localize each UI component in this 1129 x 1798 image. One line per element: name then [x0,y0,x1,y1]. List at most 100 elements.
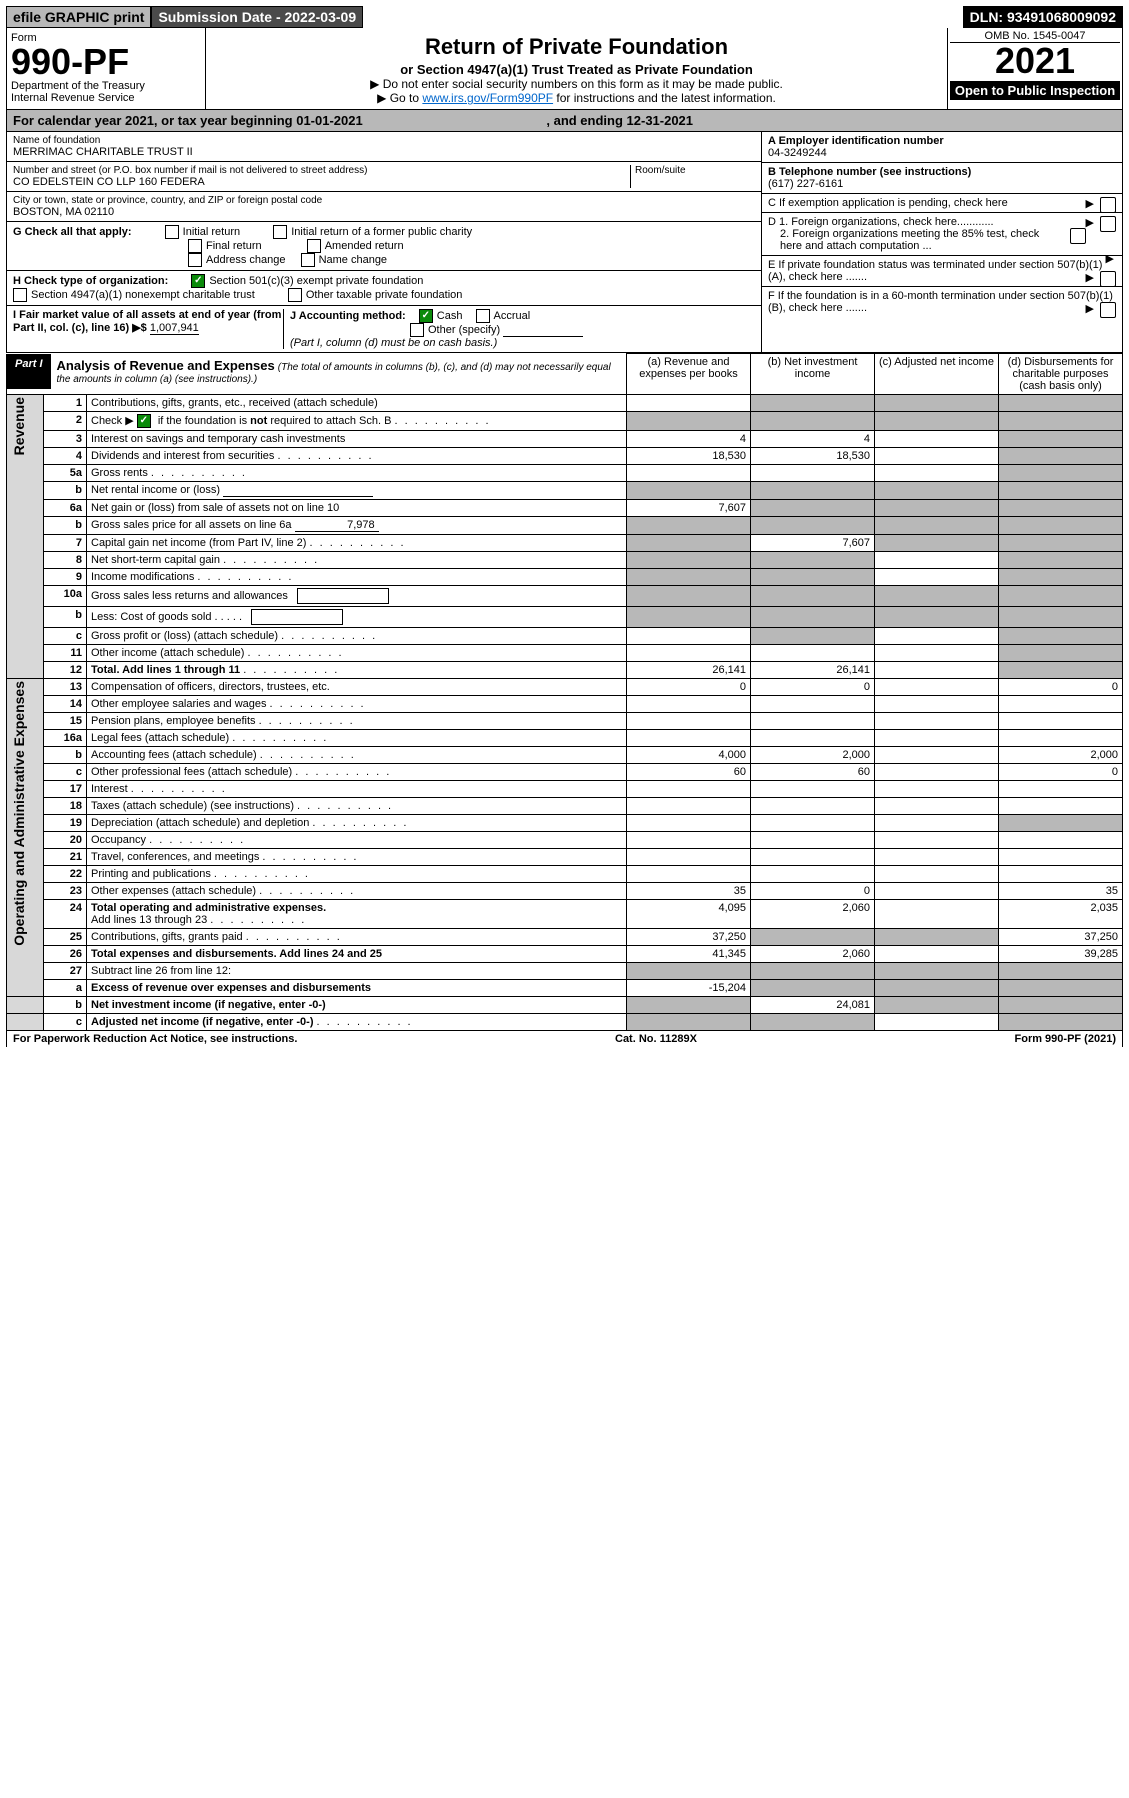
fmv-value: 1,007,941 [150,322,199,335]
name-label: Name of foundation [13,135,755,146]
table-row: cOther professional fees (attach schedul… [7,764,1123,781]
checkbox-other-method[interactable] [410,323,424,337]
checkbox-initial-return[interactable] [165,225,179,239]
dln-badge: DLN: 93491068009092 [963,6,1123,28]
revenue-side-label: Revenue [11,397,27,455]
dept-treasury: Department of the Treasury [11,80,201,92]
table-row: 24Total operating and administrative exp… [7,900,1123,929]
checkbox-f[interactable] [1100,302,1116,318]
table-row: bNet rental income or (loss) [7,482,1123,500]
paperwork-notice: For Paperwork Reduction Act Notice, see … [13,1033,297,1045]
form-subtitle: or Section 4947(a)(1) Trust Treated as P… [210,62,943,77]
f-label: F If the foundation is in a 60-month ter… [768,290,1113,314]
irs-label: Internal Revenue Service [11,92,201,104]
calendar-year-row: For calendar year 2021, or tax year begi… [6,110,1123,132]
j-note: (Part I, column (d) must be on cash basi… [290,337,497,349]
cal-year-begin: For calendar year 2021, or tax year begi… [13,113,363,128]
j-label: J Accounting method: [290,310,406,322]
ein-value: 04-3249244 [768,147,827,159]
table-row: 19Depreciation (attach schedule) and dep… [7,815,1123,832]
col-c-header: (c) Adjusted net income [875,354,999,395]
table-row: bGross sales price for all assets on lin… [7,517,1123,535]
checkbox-initial-former[interactable] [273,225,287,239]
checkbox-name-change[interactable] [301,253,315,267]
table-row: bLess: Cost of goods sold . . . . . [7,607,1123,628]
checkbox-sch-b[interactable]: ✓ [137,414,151,428]
phone-label: B Telephone number (see instructions) [768,166,971,178]
table-row: cAdjusted net income (if negative, enter… [7,1014,1123,1031]
table-row: cGross profit or (loss) (attach schedule… [7,628,1123,645]
table-row: 16aLegal fees (attach schedule) [7,730,1123,747]
checkbox-d2[interactable] [1070,228,1086,244]
table-row: 21Travel, conferences, and meetings [7,849,1123,866]
checkbox-c[interactable] [1100,197,1116,213]
checkbox-4947[interactable] [13,288,27,302]
table-row: 9Income modifications [7,569,1123,586]
efile-badge: efile GRAPHIC print [6,6,151,28]
checkbox-amended[interactable] [307,239,321,253]
checkbox-addr-change[interactable] [188,253,202,267]
form-number: 990-PF [11,44,201,80]
table-row: 20Occupancy [7,832,1123,849]
top-bar: efile GRAPHIC print Submission Date - 20… [6,6,1123,28]
phone-value: (617) 227-6161 [768,178,843,190]
table-row: 11Other income (attach schedule) [7,645,1123,662]
submission-date: Submission Date - 2022-03-09 [151,6,363,28]
c-label: C If exemption application is pending, c… [768,197,1008,209]
table-row: Revenue 1 Contributions, gifts, grants, … [7,395,1123,412]
checkbox-other-taxable[interactable] [288,288,302,302]
expenses-side-label: Operating and Administrative Expenses [11,681,27,946]
d1-label: D 1. Foreign organizations, check here..… [768,216,994,228]
room-label: Room/suite [635,165,755,176]
irs-link[interactable]: www.irs.gov/Form990PF [422,91,553,105]
table-row: 2 Check ▶ ✓ if the foundation is not req… [7,412,1123,431]
checkbox-cash[interactable]: ✓ [419,309,433,323]
form-title: Return of Private Foundation [210,34,943,60]
opt-initial: Initial return [183,226,240,238]
address-label: Number and street (or P.O. box number if… [13,165,630,176]
part-i-title: Analysis of Revenue and Expenses [57,358,275,373]
open-to-public: Open to Public Inspection [950,81,1120,100]
table-row: 25Contributions, gifts, grants paid 37,2… [7,929,1123,946]
table-row: 3Interest on savings and temporary cash … [7,431,1123,448]
checkbox-accrual[interactable] [476,309,490,323]
checkbox-final-return[interactable] [188,239,202,253]
table-row: 17Interest [7,781,1123,798]
opt-initial-former: Initial return of a former public charit… [291,226,472,238]
goto-suffix: for instructions and the latest informat… [556,91,775,105]
opt-other-taxable: Other taxable private foundation [306,289,463,301]
foundation-name: MERRIMAC CHARITABLE TRUST II [13,146,755,158]
city-value: BOSTON, MA 02110 [13,206,755,218]
opt-other-method: Other (specify) [428,324,500,336]
table-row: 22Printing and publications [7,866,1123,883]
table-row: Operating and Administrative Expenses 13… [7,679,1123,696]
checkbox-e[interactable] [1100,271,1116,287]
table-row: 8Net short-term capital gain [7,552,1123,569]
city-label: City or town, state or province, country… [13,195,755,206]
opt-final: Final return [206,240,262,252]
i-label: I Fair market value of all assets at end… [13,309,281,334]
table-row: 6aNet gain or (loss) from sale of assets… [7,500,1123,517]
table-row: 7Capital gain net income (from Part IV, … [7,535,1123,552]
table-row: bNet investment income (if negative, ent… [7,997,1123,1014]
table-row: 10aGross sales less returns and allowanc… [7,586,1123,607]
g-label: G Check all that apply: [13,226,132,238]
col-d-header: (d) Disbursements for charitable purpose… [999,354,1123,395]
table-row: 23Other expenses (attach schedule) 35035 [7,883,1123,900]
checkbox-501c3[interactable]: ✓ [191,274,205,288]
h-label: H Check type of organization: [13,275,168,287]
i-arrow: ▶$ [132,322,147,334]
table-row: 26Total expenses and disbursements. Add … [7,946,1123,963]
goto-prefix: ▶ Go to [377,91,422,105]
d2-label: 2. Foreign organizations meeting the 85%… [768,228,1060,252]
opt-amended: Amended return [325,240,404,252]
form-ref: Form 990-PF (2021) [1015,1033,1116,1045]
part-i-label: Part I [7,354,51,389]
opt-501c3: Section 501(c)(3) exempt private foundat… [209,275,423,287]
checkbox-d1[interactable] [1100,216,1116,232]
tax-year: 2021 [950,43,1120,79]
table-row: aExcess of revenue over expenses and dis… [7,980,1123,997]
table-row: 18Taxes (attach schedule) (see instructi… [7,798,1123,815]
opt-addr-change: Address change [206,254,286,266]
table-row: 5aGross rents [7,465,1123,482]
